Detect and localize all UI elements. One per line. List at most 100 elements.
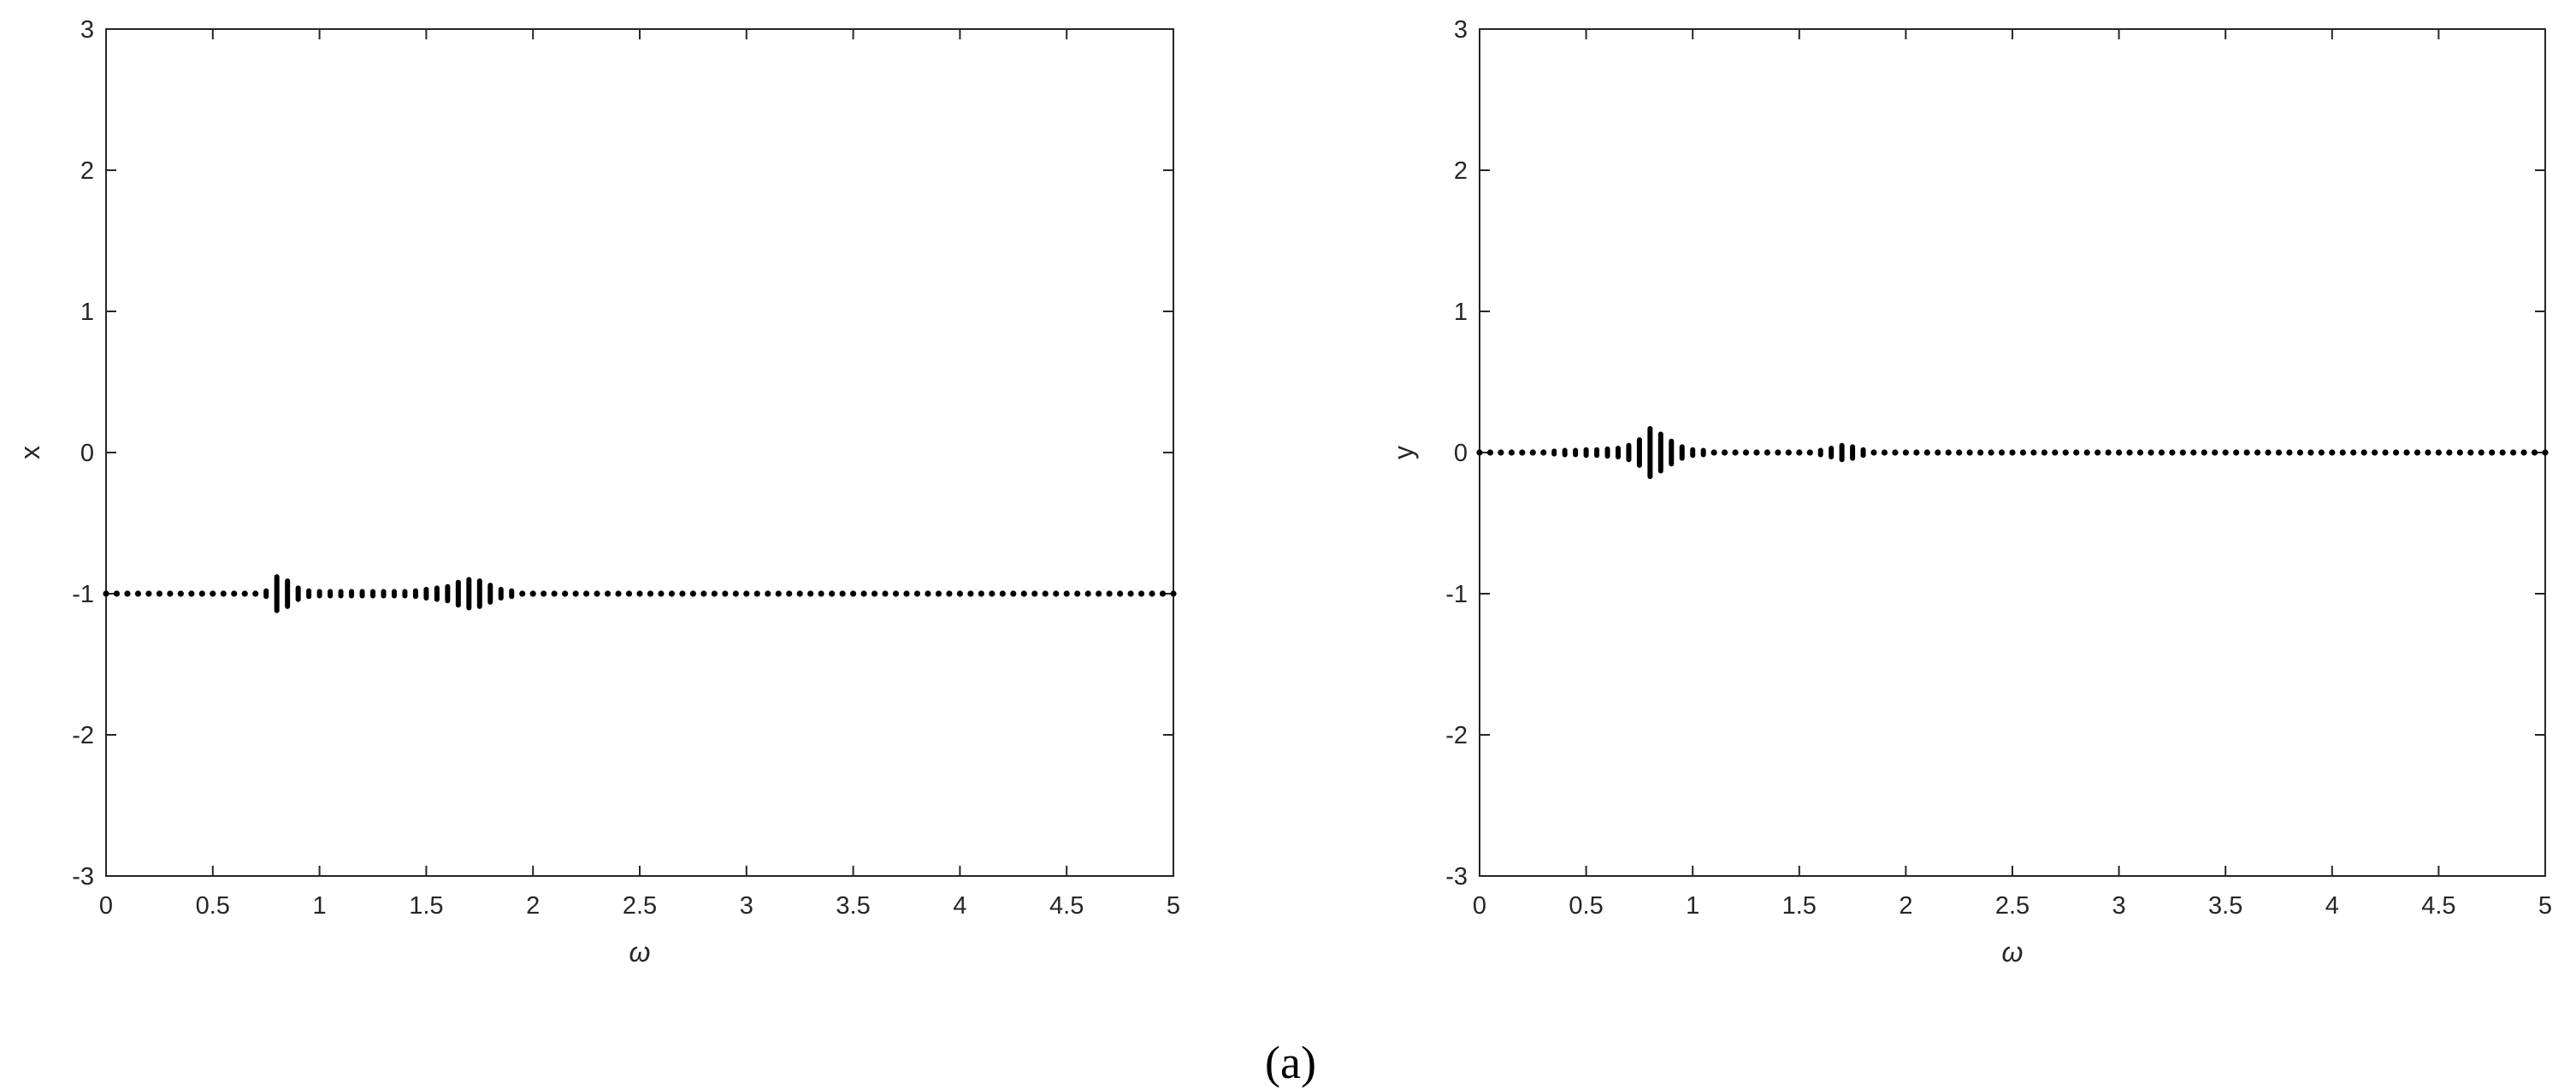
chart-0-x-tick-label: 4.5 bbox=[1049, 892, 1084, 920]
chart-0-data-point bbox=[529, 590, 536, 597]
chart-0-data-point bbox=[583, 590, 590, 597]
chart-0-data-point bbox=[925, 590, 931, 597]
chart-x: 0 0.5 1 1.5 2 2.5 3 3.5 4 4.5 5 -3 -2 -1 0 1 2 3 ω x bbox=[15, 16, 1180, 968]
chart-1-data-point bbox=[1902, 449, 1909, 456]
chart-0-data-point bbox=[796, 590, 803, 597]
chart-1-data-point bbox=[1710, 449, 1717, 456]
chart-1-data-point bbox=[2062, 449, 2069, 456]
chart-1-data-point bbox=[2499, 449, 2506, 456]
chart-1-x-tick-label: 4 bbox=[2325, 892, 2339, 920]
chart-1-data-point bbox=[1881, 449, 1888, 456]
chart-1-data-point bbox=[1732, 449, 1739, 456]
chart-0-data-point bbox=[1106, 590, 1113, 597]
chart-0-y-tick-label: 1 bbox=[80, 299, 94, 326]
chart-0-data-point bbox=[145, 590, 152, 597]
chart-0-data-point bbox=[1170, 590, 1177, 597]
chart-1-data-point bbox=[2243, 449, 2250, 456]
chart-1-data-point bbox=[2414, 449, 2421, 456]
chart-0-y-tick-label: 2 bbox=[80, 157, 94, 185]
chart-0-data-point bbox=[252, 590, 259, 597]
chart-1-data-point bbox=[2425, 449, 2431, 456]
chart-0-data-point bbox=[989, 590, 996, 597]
chart-0-data-point bbox=[103, 590, 109, 597]
chart-1-data-point bbox=[1806, 449, 1813, 456]
chart-1-x-tick-label: 3.5 bbox=[2208, 892, 2242, 920]
chart-1-data-point bbox=[2201, 449, 2207, 456]
chart-0-y-axis-label: x bbox=[15, 446, 45, 459]
chart-0-data-point bbox=[765, 590, 771, 597]
chart-0-data-point bbox=[572, 590, 579, 597]
chart-1-data-point bbox=[1966, 449, 1973, 456]
chart-1-data-point bbox=[2254, 449, 2261, 456]
chart-1-data-point bbox=[1519, 449, 1526, 456]
chart-1-data-point bbox=[2435, 449, 2442, 456]
chart-1-data-point bbox=[1785, 449, 1792, 456]
chart-1-data-point bbox=[1508, 449, 1515, 456]
chart-1-data-point bbox=[2136, 449, 2144, 456]
chart-1-data-point bbox=[2190, 449, 2197, 456]
chart-0-data-point bbox=[134, 590, 142, 597]
chart-1-data-point bbox=[2265, 449, 2272, 456]
chart-1-data-point bbox=[1935, 449, 1941, 456]
chart-0-data-point bbox=[829, 590, 836, 597]
chart-0-data-point bbox=[1031, 590, 1038, 597]
chart-0-data-point bbox=[956, 590, 963, 597]
chart-0-data-point bbox=[177, 590, 184, 597]
chart-1-data-point bbox=[2073, 449, 2080, 456]
chart-0-data-point bbox=[604, 590, 612, 597]
chart-0-data-point bbox=[210, 590, 216, 597]
chart-1-data-point bbox=[2382, 449, 2389, 456]
chart-0-data-point bbox=[188, 590, 195, 597]
chart-0-data-point bbox=[124, 590, 131, 597]
chart-0-data-point bbox=[818, 590, 824, 597]
chart-1-y-tick-label: 2 bbox=[1454, 157, 1468, 185]
chart-0-y-tick-label: -2 bbox=[72, 722, 94, 749]
chart-0-data-point bbox=[636, 590, 643, 597]
chart-0-data-point bbox=[700, 590, 707, 597]
chart-1-data-point bbox=[2126, 449, 2133, 456]
chart-1-data-point bbox=[1870, 449, 1877, 456]
chart-0-data-point bbox=[753, 590, 760, 597]
chart-1-data-point bbox=[1540, 449, 1547, 456]
chart-1-x-tick-label: 5 bbox=[2538, 892, 2552, 920]
chart-1-data-point bbox=[2296, 449, 2304, 456]
chart-0-data-point bbox=[1149, 590, 1155, 597]
chart-1-data-point bbox=[1742, 449, 1750, 456]
chart-0-data-point bbox=[647, 590, 654, 597]
chart-1-data-point bbox=[2275, 449, 2283, 456]
chart-1-y-tick-label: -3 bbox=[1445, 863, 1468, 891]
chart-1-x-tick-label: 2 bbox=[1899, 892, 1912, 920]
chart-1-data-point bbox=[2403, 449, 2410, 456]
chart-1-data-point bbox=[2019, 449, 2027, 456]
chart-0-data-point bbox=[594, 590, 600, 597]
chart-1-data-point bbox=[2169, 449, 2176, 456]
chart-0-data-point bbox=[1053, 590, 1060, 597]
chart-1-data-point bbox=[2179, 449, 2186, 456]
chart-1-data-point bbox=[1923, 449, 1930, 456]
chart-0-data-point bbox=[1117, 590, 1124, 597]
chart-0-data-point bbox=[1020, 590, 1027, 597]
chart-0-data-point bbox=[946, 590, 953, 597]
chart-0-x-tick-label: 1 bbox=[313, 892, 327, 920]
chart-1-data-point bbox=[2520, 449, 2527, 456]
chart-1-x-tick-label: 3 bbox=[2112, 892, 2126, 920]
chart-1-data-point bbox=[2212, 449, 2219, 456]
chart-y: 0 0.5 1 1.5 2 2.5 3 3.5 4 4.5 5 -3 -2 -1 0 1 2 3 ω y bbox=[1388, 16, 2552, 968]
chart-1-x-axis-label: ω bbox=[2002, 937, 2024, 968]
chart-0-x-tick-label: 5 bbox=[1167, 892, 1180, 920]
chart-0-data-point bbox=[615, 590, 622, 597]
chart-1-y-tick-label: -1 bbox=[1445, 581, 1468, 608]
chart-0-data-point bbox=[1137, 590, 1145, 597]
chart-0-data-point bbox=[913, 590, 921, 597]
chart-1-y-tick-label: 3 bbox=[1454, 16, 1468, 44]
chart-0-y-tick-label: 3 bbox=[80, 16, 94, 44]
chart-1-data-point bbox=[2233, 449, 2240, 456]
chart-0-data-point bbox=[541, 590, 547, 597]
chart-0-data-point bbox=[562, 590, 569, 597]
chart-1-data-point bbox=[1988, 449, 1994, 456]
chart-0-data-point bbox=[882, 590, 889, 597]
chart-1-x-tick-label: 1.5 bbox=[1782, 892, 1817, 920]
chart-0-data-point bbox=[1159, 590, 1167, 597]
chart-1-data-point bbox=[2489, 449, 2496, 456]
